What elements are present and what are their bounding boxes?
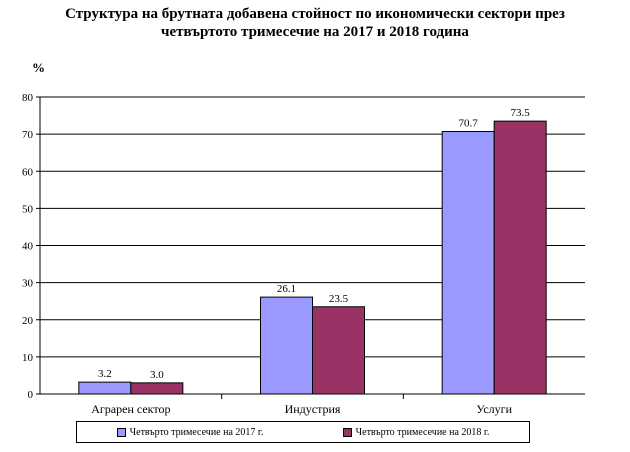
y-tick-label-40: 40 bbox=[22, 241, 34, 253]
data-label-1-1: 23.5 bbox=[329, 293, 349, 305]
bar-Аграрен-сектор-series-1 bbox=[130, 382, 184, 395]
bar-Услуги-series-0 bbox=[441, 131, 495, 395]
bars-group bbox=[78, 120, 547, 395]
legend-label-2018: Четвърто тримесечие на 2018 г. bbox=[355, 426, 490, 438]
category-label-0: Аграрен сектор bbox=[91, 402, 170, 416]
legend-swatch-2018 bbox=[342, 427, 352, 437]
bar-Услуги-series-1 bbox=[493, 120, 547, 395]
legend: Четвърто тримесечие на 2017 г. Четвърто … bbox=[76, 421, 530, 443]
chart-title: Структура на брутната добавена стойност … bbox=[0, 5, 630, 41]
category-label-2: Услуги bbox=[476, 402, 512, 416]
data-label-0-0: 3.2 bbox=[98, 368, 112, 380]
bar-Аграрен-сектор-series-0 bbox=[78, 381, 132, 395]
legend-item-2017: Четвърто тримесечие на 2017 г. bbox=[116, 426, 264, 438]
data-label-2-0: 70.7 bbox=[459, 118, 479, 130]
chart-title-line-1: Структура на брутната добавена стойност … bbox=[65, 6, 565, 22]
data-label-0-1: 3.0 bbox=[150, 369, 164, 381]
axes bbox=[36, 96, 585, 399]
bar-Индустрия-series-1 bbox=[312, 306, 365, 395]
y-axis-unit-label: % bbox=[32, 60, 45, 75]
data-label-2-1: 73.5 bbox=[511, 107, 531, 119]
category-label-1: Индустрия bbox=[285, 402, 341, 416]
y-tick-label-60: 60 bbox=[22, 166, 34, 178]
y-tick-label-20: 20 bbox=[22, 315, 34, 327]
bar-chart: % 0 10 20 30 40 50 60 70 80 3.2 3.0 Аграрен сектор 2… bbox=[22, 60, 585, 416]
data-label-1-0: 26.1 bbox=[277, 283, 296, 295]
bar-Индустрия-series-0 bbox=[260, 296, 313, 395]
y-tick-label-30: 30 bbox=[22, 278, 34, 290]
chart-title-line-2: четвъртото тримесечие на 2017 и 2018 год… bbox=[161, 24, 469, 40]
y-tick-label-0: 0 bbox=[28, 389, 34, 401]
y-tick-label-70: 70 bbox=[22, 129, 34, 141]
y-tick-label-50: 50 bbox=[22, 203, 34, 215]
y-tick-label-10: 10 bbox=[22, 352, 34, 364]
y-tick-label-80: 80 bbox=[22, 92, 34, 104]
legend-item-2018: Четвърто тримесечие на 2018 г. bbox=[342, 426, 490, 438]
labels-group: 0 10 20 30 40 50 60 70 80 3.2 3.0 Аграрен сектор 26.… bbox=[22, 92, 530, 416]
legend-label-2017: Четвърто тримесечие на 2017 г. bbox=[129, 426, 264, 438]
legend-swatch-2017 bbox=[116, 427, 126, 437]
